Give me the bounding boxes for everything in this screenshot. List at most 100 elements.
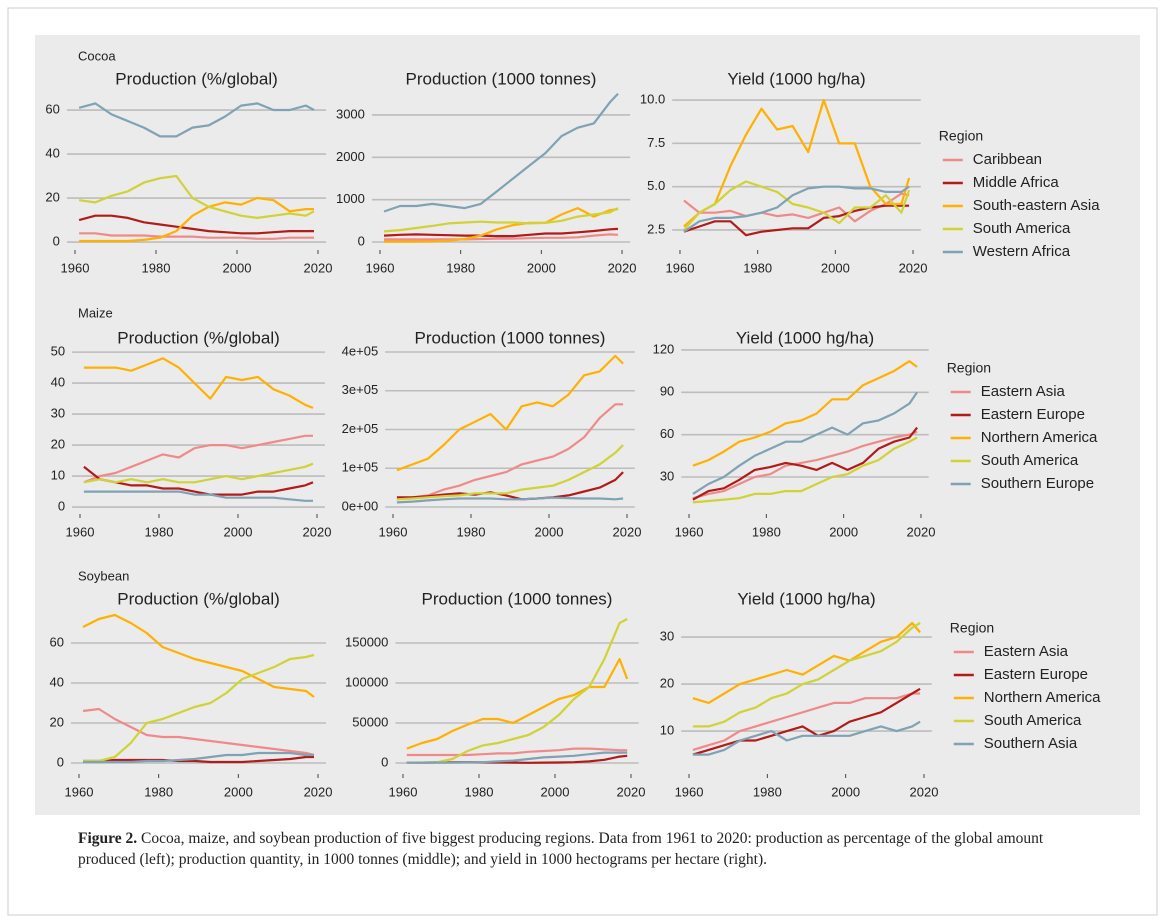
- x-tick-label: 1980: [446, 260, 475, 275]
- series-line: [692, 436, 918, 504]
- x-tick-label: 1960: [675, 524, 704, 539]
- x-tick-label: 2020: [613, 524, 642, 539]
- legend-label: South America: [973, 220, 1071, 237]
- y-tick-label: 0: [58, 498, 65, 513]
- series-line: [83, 755, 314, 764]
- series-line: [396, 403, 624, 501]
- y-tick-label: 60: [660, 426, 674, 441]
- x-tick-label: 1960: [666, 260, 695, 275]
- legend-label: Caribbean: [973, 151, 1042, 168]
- x-tick-label: 1960: [61, 260, 90, 275]
- chart-title: Yield (1000 hg/ha): [736, 328, 874, 347]
- x-tick-label: 2000: [541, 784, 570, 799]
- y-tick-label: 0: [381, 754, 388, 769]
- series-line: [78, 174, 315, 219]
- y-tick-label: 20: [51, 437, 65, 452]
- y-tick-label: 30: [660, 468, 674, 483]
- x-tick-label: 1960: [389, 784, 418, 799]
- legend-label: Eastern Europe: [984, 666, 1088, 683]
- y-tick-label: 2.5: [647, 221, 665, 236]
- y-tick-label: 40: [50, 674, 64, 689]
- x-tick-label: 1960: [366, 260, 395, 275]
- caption: Figure 2. Cocoa, maize, and soybean prod…: [78, 828, 1098, 870]
- y-tick-label: 60: [45, 101, 59, 116]
- legend-label: Middle Africa: [973, 174, 1060, 191]
- x-tick-label: 1960: [675, 784, 704, 799]
- series-line: [396, 471, 624, 501]
- series-line: [83, 465, 314, 496]
- x-tick-label: 1980: [752, 524, 781, 539]
- series-line: [396, 496, 624, 504]
- x-tick-label: 1980: [145, 524, 174, 539]
- x-tick-label: 2000: [535, 524, 564, 539]
- series-line: [79, 196, 314, 243]
- y-tick-label: 150000: [345, 634, 388, 649]
- x-tick-label: 2000: [831, 784, 860, 799]
- x-tick-label: 1960: [65, 784, 94, 799]
- legend-label: Southern Asia: [984, 735, 1078, 752]
- y-tick-label: 40: [45, 145, 59, 160]
- series-line: [83, 490, 313, 502]
- legend-label: Eastern Asia: [981, 383, 1066, 400]
- caption-label: Figure 2.: [78, 830, 138, 847]
- y-tick-label: 40: [51, 375, 65, 390]
- x-tick-label: 2020: [303, 524, 332, 539]
- legend-label: South America: [984, 712, 1082, 729]
- y-tick-label: 90: [660, 384, 674, 399]
- series-line: [683, 204, 910, 237]
- panel-background: [35, 35, 1140, 815]
- series-line: [82, 707, 315, 757]
- series-line: [406, 747, 628, 757]
- y-tick-label: 3000: [336, 106, 365, 121]
- y-tick-label: 100000: [345, 674, 388, 689]
- series-line: [383, 227, 619, 238]
- y-tick-label: 1e+05: [342, 460, 379, 475]
- x-tick-label: 2000: [829, 524, 858, 539]
- series-line: [79, 232, 314, 240]
- chart-title: Production (1000 tonnes): [406, 69, 597, 88]
- x-tick-label: 2000: [821, 260, 850, 275]
- y-tick-label: 60: [50, 634, 64, 649]
- legend-title: Region: [947, 360, 991, 376]
- series-line: [78, 102, 315, 138]
- series-line: [692, 692, 921, 751]
- series-line: [406, 751, 628, 764]
- x-tick-label: 2000: [527, 260, 556, 275]
- chart-title: Yield (1000 hg/ha): [727, 69, 865, 88]
- series-line: [396, 444, 624, 501]
- row-label: Cocoa: [78, 48, 116, 63]
- y-tick-label: 7.5: [647, 135, 665, 150]
- series-line: [83, 434, 313, 484]
- y-tick-label: 20: [660, 676, 674, 691]
- y-tick-label: 3e+05: [342, 382, 379, 397]
- legend-label: Western Africa: [973, 243, 1071, 260]
- series-line: [692, 621, 921, 704]
- x-tick-label: 2020: [304, 260, 333, 275]
- chart-title: Production (%/global): [115, 69, 278, 88]
- legend-label: Northern America: [981, 429, 1098, 446]
- series-line: [683, 98, 911, 228]
- y-tick-label: 50: [51, 344, 65, 359]
- x-tick-label: 2000: [224, 524, 253, 539]
- series-line: [683, 185, 910, 233]
- series-line: [692, 360, 918, 467]
- x-tick-label: 2020: [608, 260, 637, 275]
- series-line: [692, 426, 918, 501]
- chart-title: Production (1000 tonnes): [422, 589, 613, 608]
- x-tick-label: 1980: [465, 784, 494, 799]
- x-tick-label: 1980: [457, 524, 486, 539]
- y-tick-label: 0: [53, 233, 60, 248]
- series-line: [83, 357, 314, 409]
- y-tick-label: 30: [660, 629, 674, 644]
- series-line: [78, 214, 314, 235]
- row-label: Soybean: [78, 568, 129, 583]
- x-tick-label: 1980: [753, 784, 782, 799]
- legend-title: Region: [939, 128, 983, 144]
- series-line: [383, 207, 619, 233]
- x-tick-label: 2020: [617, 784, 646, 799]
- series-line: [406, 618, 628, 764]
- y-tick-label: 0e+00: [342, 498, 379, 513]
- series-line: [384, 207, 619, 243]
- y-tick-label: 20: [45, 189, 59, 204]
